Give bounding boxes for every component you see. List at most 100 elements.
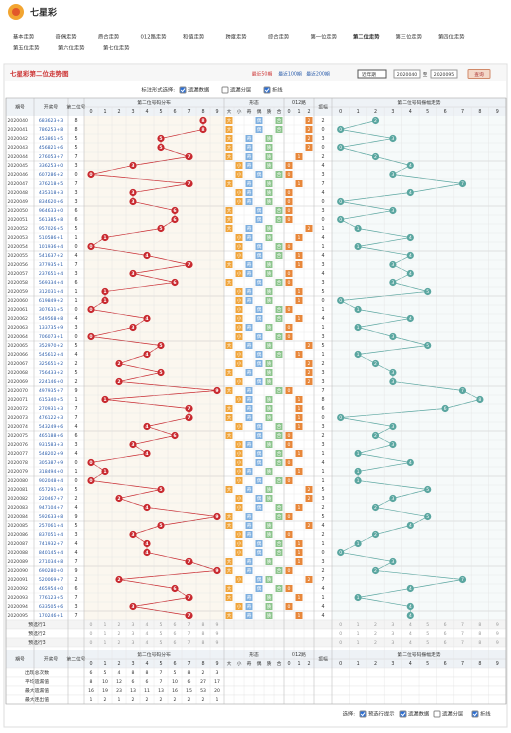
- footer-checkbox[interactable]: [399, 710, 407, 718]
- hit-ball: [129, 602, 137, 611]
- preselect-num[interactable]: 8: [478, 640, 481, 646]
- to-input[interactable]: [430, 69, 458, 79]
- form-text: 质: [267, 603, 272, 610]
- option-checkbox[interactable]: [179, 86, 187, 94]
- preselect-num[interactable]: 1: [104, 622, 107, 628]
- preselect-num[interactable]: 7: [188, 631, 191, 637]
- preselect-num[interactable]: 8: [478, 622, 481, 628]
- nav-link[interactable]: 第七位走势: [103, 44, 130, 52]
- preselect-num[interactable]: 7: [461, 640, 464, 646]
- preselect-num[interactable]: 0: [90, 640, 93, 646]
- preselect-num[interactable]: 5: [160, 640, 163, 646]
- preselect-num[interactable]: 9: [216, 622, 219, 628]
- preselect-num[interactable]: 2: [118, 622, 121, 628]
- preselect-num[interactable]: 8: [202, 640, 205, 646]
- footer-checkbox[interactable]: [359, 710, 367, 718]
- preselect-num[interactable]: 1: [357, 622, 360, 628]
- quick-link[interactable]: 最近100期: [278, 71, 302, 78]
- nav-link[interactable]: 综合走势: [268, 33, 290, 41]
- preselect-num[interactable]: 1: [357, 640, 360, 646]
- preselect-num[interactable]: 5: [160, 622, 163, 628]
- nav-link[interactable]: 第四位走势: [438, 33, 465, 41]
- hit-ball: [129, 197, 137, 206]
- preselect-num[interactable]: 7: [188, 640, 191, 646]
- nav-link[interactable]: 012路走势: [141, 33, 168, 41]
- preselect-num[interactable]: 5: [426, 622, 429, 628]
- form-mark: [255, 207, 263, 214]
- preselect-num[interactable]: 2: [374, 640, 377, 646]
- quick-link[interactable]: 最近200期: [306, 71, 330, 78]
- preselect-num[interactable]: 7: [461, 631, 464, 637]
- preselect-num[interactable]: 4: [146, 640, 149, 646]
- preselect-num[interactable]: 8: [202, 622, 205, 628]
- preselect-num[interactable]: 4: [146, 631, 149, 637]
- preselect-num[interactable]: 3: [391, 640, 394, 646]
- option-checkbox[interactable]: [263, 86, 271, 94]
- nav-link[interactable]: 奇偶走势: [56, 33, 78, 41]
- preselect-num[interactable]: 2: [374, 622, 377, 628]
- preselect-num[interactable]: 4: [409, 631, 412, 637]
- preselect-num[interactable]: 0: [339, 631, 342, 637]
- preselect-num[interactable]: 4: [409, 622, 412, 628]
- preselect-num[interactable]: 1: [104, 640, 107, 646]
- preselect-num[interactable]: 9: [216, 640, 219, 646]
- quick-link[interactable]: 最近50期: [252, 71, 273, 78]
- preselect-num[interactable]: 6: [444, 631, 447, 637]
- preselect-num[interactable]: 6: [174, 631, 177, 637]
- nav-link[interactable]: 第五位走势: [13, 44, 40, 52]
- nav-link[interactable]: 第三位走势: [396, 33, 423, 41]
- preselect-num[interactable]: 6: [174, 622, 177, 628]
- from-input[interactable]: [393, 69, 421, 79]
- nav-link[interactable]: 第二位走势: [352, 33, 380, 41]
- preselect-num[interactable]: 2: [118, 631, 121, 637]
- preselect-num[interactable]: 7: [188, 622, 191, 628]
- nav-link[interactable]: 质合走势: [98, 33, 120, 41]
- preselect-num[interactable]: 3: [391, 631, 394, 637]
- option-checkbox[interactable]: [221, 86, 229, 94]
- preselect-num[interactable]: 1: [104, 631, 107, 637]
- nav-link[interactable]: 基本走势: [13, 33, 35, 41]
- preselect-num[interactable]: 4: [409, 640, 412, 646]
- amp-ball: [441, 404, 449, 413]
- preselect-num[interactable]: 2: [374, 631, 377, 637]
- preselect-num[interactable]: 5: [160, 631, 163, 637]
- preselect-label[interactable]: 预选行2: [28, 630, 45, 637]
- preselect-num[interactable]: 0: [90, 631, 93, 637]
- preselect-num[interactable]: 3: [132, 631, 135, 637]
- preselect-num[interactable]: 9: [496, 622, 499, 628]
- preselect-num[interactable]: 0: [90, 622, 93, 628]
- preselect-label[interactable]: 预选行1: [28, 621, 45, 628]
- preselect-num[interactable]: 0: [339, 622, 342, 628]
- preselect-num[interactable]: 6: [444, 622, 447, 628]
- preselect-num[interactable]: 6: [174, 640, 177, 646]
- preselect-num[interactable]: 8: [478, 631, 481, 637]
- preselect-num[interactable]: 3: [132, 640, 135, 646]
- issue: 2020067: [8, 361, 29, 367]
- preselect-num[interactable]: 5: [426, 631, 429, 637]
- preselect-num[interactable]: 3: [132, 622, 135, 628]
- preselect-num[interactable]: 2: [118, 640, 121, 646]
- preselect-num[interactable]: 9: [216, 631, 219, 637]
- nav-link[interactable]: 跨度走势: [226, 33, 248, 41]
- preselect-num[interactable]: 9: [496, 640, 499, 646]
- preselect-label[interactable]: 预选行3: [28, 639, 45, 646]
- range-select[interactable]: [357, 69, 387, 79]
- query-button[interactable]: [467, 69, 491, 79]
- footer-checkbox[interactable]: [433, 710, 441, 718]
- route-mark: [295, 504, 303, 511]
- form-text: 奇: [247, 612, 252, 619]
- preselect-num[interactable]: 8: [202, 631, 205, 637]
- footer-checkbox[interactable]: [471, 710, 479, 718]
- preselect-num[interactable]: 1: [357, 631, 360, 637]
- nav-link[interactable]: 第六位走势: [58, 44, 85, 52]
- preselect-num[interactable]: 4: [146, 622, 149, 628]
- preselect-num[interactable]: 6: [444, 640, 447, 646]
- nav-link[interactable]: 和值走势: [183, 33, 205, 41]
- route-text: 1: [298, 415, 301, 421]
- nav-link[interactable]: 第一位走势: [311, 33, 338, 41]
- preselect-num[interactable]: 5: [426, 640, 429, 646]
- preselect-num[interactable]: 3: [391, 622, 394, 628]
- preselect-num[interactable]: 0: [339, 640, 342, 646]
- preselect-num[interactable]: 9: [496, 631, 499, 637]
- preselect-num[interactable]: 7: [461, 622, 464, 628]
